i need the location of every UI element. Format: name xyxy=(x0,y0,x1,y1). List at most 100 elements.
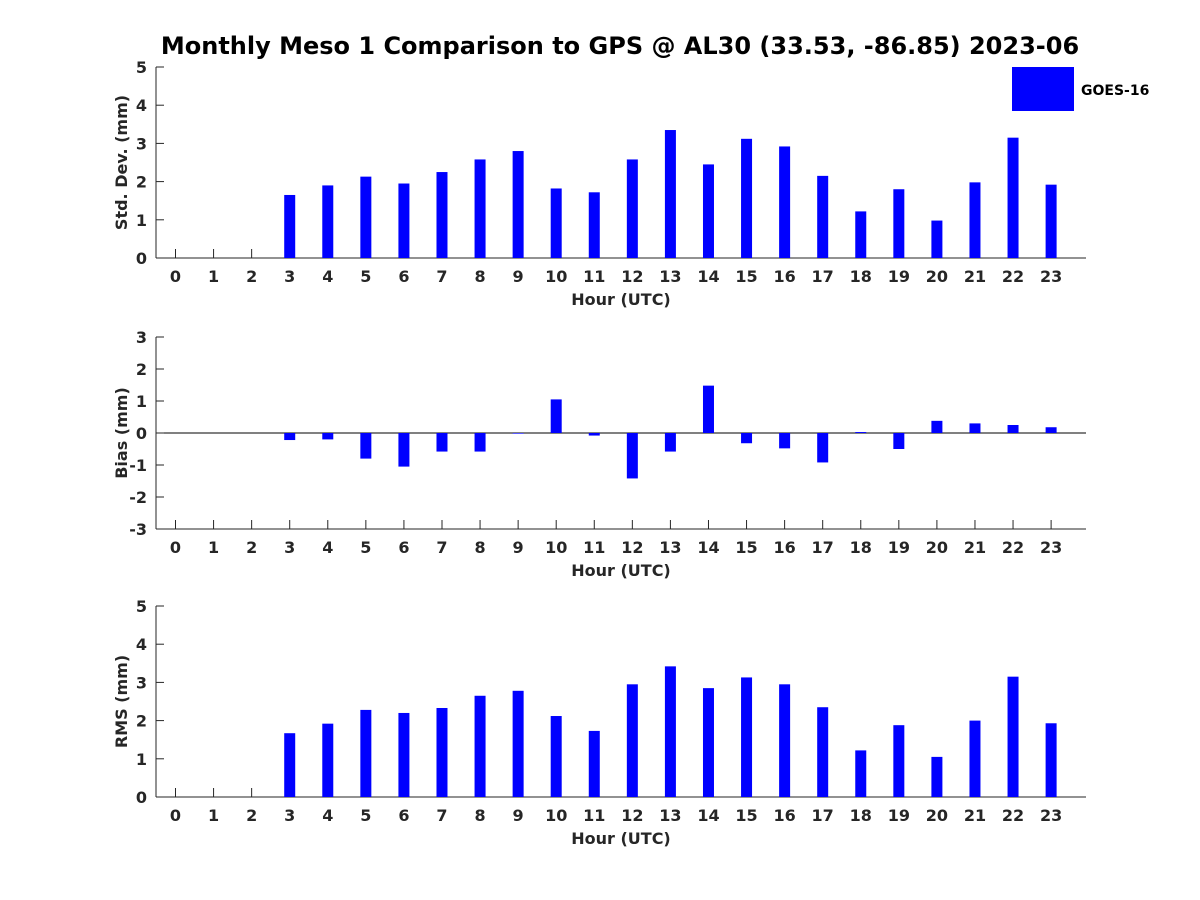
std-dev-x-tick-label: 10 xyxy=(545,267,567,286)
bias-x-tick-label: 22 xyxy=(1002,538,1024,557)
rms-y-tick-label: 1 xyxy=(136,750,147,769)
rms-x-tick-label: 5 xyxy=(360,806,371,825)
rms-bar-hour-5 xyxy=(360,709,372,797)
rms-bar-hour-17 xyxy=(817,707,829,797)
std-dev-x-tick-label: 22 xyxy=(1002,267,1024,286)
rms-bar-hour-23 xyxy=(1045,723,1057,797)
std-dev-x-tick-label: 3 xyxy=(284,267,295,286)
rms-bar-hour-12 xyxy=(626,684,638,797)
std-dev-bar-hour-13 xyxy=(664,130,676,258)
rms-bar-hour-3 xyxy=(284,733,296,797)
rms-x-tick-label: 6 xyxy=(398,806,409,825)
std-dev-x-axis-label: Hour (UTC) xyxy=(571,290,671,309)
rms-x-tick-label: 15 xyxy=(735,806,757,825)
bias-x-tick-label: 17 xyxy=(812,538,834,557)
rms-x-tick-label: 10 xyxy=(545,806,567,825)
rms-x-tick-label: 2 xyxy=(246,806,257,825)
rms-bar-hour-18 xyxy=(855,750,867,797)
bias-bar-hour-10 xyxy=(550,399,562,433)
bias-x-tick-label: 11 xyxy=(583,538,605,557)
rms-x-tick-label: 12 xyxy=(621,806,643,825)
bias-x-tick-label: 19 xyxy=(888,538,910,557)
rms-bar-hour-22 xyxy=(1007,676,1019,797)
rms-x-tick-label: 3 xyxy=(284,806,295,825)
std-dev-bar-hour-12 xyxy=(626,159,638,258)
bias-x-tick-label: 21 xyxy=(964,538,986,557)
bias-bar-hour-23 xyxy=(1045,427,1057,433)
rms-bar-hour-14 xyxy=(702,688,714,797)
bias-y-tick-label: 0 xyxy=(136,424,147,443)
std-dev-x-tick-label: 16 xyxy=(773,267,795,286)
rms-x-tick-label: 14 xyxy=(697,806,719,825)
std-dev-bar-hour-5 xyxy=(360,176,372,258)
bias-bar-hour-8 xyxy=(474,433,486,452)
std-dev-x-tick-label: 11 xyxy=(583,267,605,286)
bias-bar-hour-21 xyxy=(969,423,981,433)
std-dev-x-tick-label: 17 xyxy=(812,267,834,286)
bias-x-tick-label: 7 xyxy=(436,538,447,557)
bias-x-tick-label: 23 xyxy=(1040,538,1062,557)
bias-x-tick-label: 8 xyxy=(474,538,485,557)
std-dev-x-tick-label: 18 xyxy=(850,267,872,286)
rms-y-axis-label: RMS (mm) xyxy=(112,655,131,748)
std-dev-bar-hour-11 xyxy=(588,192,600,258)
std-dev-bar-hour-10 xyxy=(550,188,562,258)
std-dev-y-tick-label: 2 xyxy=(136,173,147,192)
rms-x-tick-label: 8 xyxy=(474,806,485,825)
std-dev-x-tick-label: 8 xyxy=(474,267,485,286)
rms-x-tick-label: 0 xyxy=(170,806,181,825)
std-dev-bar-hour-3 xyxy=(284,194,296,258)
rms-x-tick-label: 23 xyxy=(1040,806,1062,825)
std-dev-x-tick-label: 23 xyxy=(1040,267,1062,286)
chart-title: Monthly Meso 1 Comparison to GPS @ AL30 … xyxy=(161,32,1079,60)
rms-x-tick-label: 21 xyxy=(964,806,986,825)
bias-bar-hour-19 xyxy=(893,433,905,449)
bias-bar-hour-13 xyxy=(664,433,676,452)
rms-bar-hour-8 xyxy=(474,695,486,797)
bias-x-tick-label: 0 xyxy=(170,538,181,557)
std-dev-y-tick-label: 0 xyxy=(136,249,147,268)
std-dev-bar-hour-6 xyxy=(398,183,410,258)
bias-bar-hour-16 xyxy=(779,433,791,449)
rms-bar-hour-4 xyxy=(322,723,334,797)
bias-x-tick-label: 18 xyxy=(850,538,872,557)
std-dev-bar-hour-8 xyxy=(474,159,486,258)
rms-bar-hour-19 xyxy=(893,725,905,797)
bias-bar-hour-3 xyxy=(284,433,296,441)
bias-bar-hour-6 xyxy=(398,433,410,467)
std-dev-bar-hour-23 xyxy=(1045,184,1057,258)
std-dev-bar-hour-17 xyxy=(817,175,829,258)
bias-x-tick-label: 5 xyxy=(360,538,371,557)
bias-x-tick-label: 2 xyxy=(246,538,257,557)
std-dev-bar-hour-22 xyxy=(1007,137,1019,258)
std-dev-x-tick-label: 21 xyxy=(964,267,986,286)
std-dev-bar-hour-4 xyxy=(322,185,334,258)
std-dev-y-axis-label: Std. Dev. (mm) xyxy=(112,95,131,230)
std-dev-x-tick-label: 9 xyxy=(513,267,524,286)
rms-bar-hour-16 xyxy=(779,684,791,797)
rms-y-tick-label: 2 xyxy=(136,712,147,731)
rms-x-tick-label: 4 xyxy=(322,806,333,825)
std-dev-x-tick-label: 13 xyxy=(659,267,681,286)
std-dev-x-tick-label: 0 xyxy=(170,267,181,286)
rms-x-tick-label: 16 xyxy=(773,806,795,825)
bias-y-tick-label: -1 xyxy=(129,456,147,475)
rms-y-tick-label: 5 xyxy=(136,597,147,616)
rms-x-tick-label: 17 xyxy=(812,806,834,825)
legend: GOES-16 xyxy=(1012,67,1149,111)
std-dev-bar-hour-21 xyxy=(969,182,981,258)
rms-x-tick-label: 22 xyxy=(1002,806,1024,825)
bias-y-tick-label: -3 xyxy=(129,520,147,539)
std-dev-bar-hour-7 xyxy=(436,172,448,258)
std-dev-bar-hour-14 xyxy=(702,164,714,258)
rms-x-tick-label: 1 xyxy=(208,806,219,825)
bias-bar-hour-22 xyxy=(1007,425,1019,433)
bias-bar-hour-9 xyxy=(512,433,524,434)
rms-bar-hour-20 xyxy=(931,756,943,797)
std-dev-bar-hour-18 xyxy=(855,211,867,258)
